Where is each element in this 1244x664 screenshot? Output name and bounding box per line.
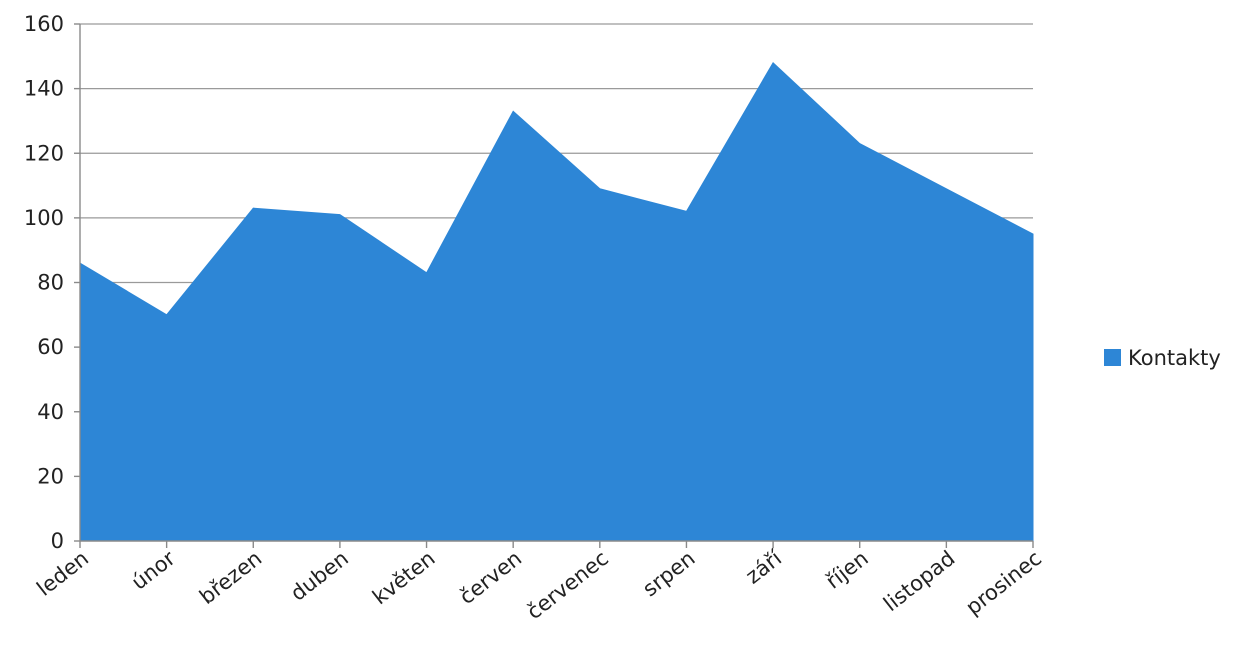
plot-area xyxy=(79,61,1034,542)
y-tick-label: 160 xyxy=(24,12,64,36)
y-axis-ticks: 0 20 40 60 80 100 120 140 160 xyxy=(24,12,80,553)
x-tick-label: březen xyxy=(195,546,266,609)
x-tick-label: srpen xyxy=(638,546,699,601)
legend: Kontakty xyxy=(1104,346,1221,370)
x-tick-label: únor xyxy=(127,546,180,595)
y-tick-label: 100 xyxy=(24,206,64,230)
legend-label-kontakty: Kontakty xyxy=(1128,346,1221,370)
y-tick-label: 60 xyxy=(37,335,64,359)
x-tick-label: září xyxy=(741,545,787,588)
y-tick-label: 80 xyxy=(37,271,64,295)
y-tick-label: 140 xyxy=(24,77,64,101)
y-tick-label: 120 xyxy=(24,141,64,165)
x-axis-ticks: leden únor březen duben květen červenčervenec… xyxy=(32,541,1046,624)
x-tick-label: prosinec xyxy=(961,546,1046,620)
legend-swatch-kontakty xyxy=(1104,349,1121,366)
x-tick-label: červen xyxy=(455,546,526,609)
x-tick-label: květen xyxy=(368,546,440,609)
x-tick-label: duben xyxy=(286,546,353,606)
x-tick-label: říjen xyxy=(821,546,872,594)
y-tick-label: 0 xyxy=(51,529,64,553)
x-tick-label: leden xyxy=(32,546,93,601)
x-tick-label: červenec xyxy=(522,546,613,624)
area-series-kontakty xyxy=(79,61,1034,542)
y-tick-label: 20 xyxy=(37,464,64,488)
y-tick-label: 40 xyxy=(37,400,64,424)
x-tick-label: listopad xyxy=(879,546,959,616)
